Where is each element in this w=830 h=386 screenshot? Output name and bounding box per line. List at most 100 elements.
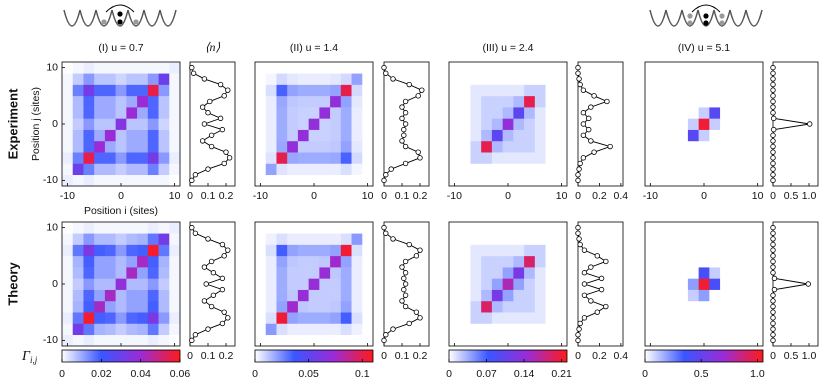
heatmap-cell [687, 222, 699, 234]
heatmap-cell [255, 278, 267, 290]
heatmap-cell [104, 255, 116, 268]
heatmap-cell [524, 152, 536, 164]
profile-point [223, 149, 229, 155]
profile-point [390, 236, 396, 242]
heatmap-cell [666, 334, 678, 347]
heatmap-cell [308, 152, 320, 164]
profile-frame [577, 61, 624, 187]
heatmap-cell [481, 267, 493, 279]
heatmap-cell [319, 152, 331, 164]
heatmap-cell [94, 312, 106, 324]
heatmap-cell [709, 312, 721, 324]
panel-title: (I) u = 0.7 [98, 42, 143, 54]
heatmap-cell [115, 84, 127, 97]
x-tick-label: 0 [505, 190, 511, 202]
heatmap-cell [137, 323, 149, 336]
heatmap-cell [524, 278, 536, 290]
colorbar-tick-label: 0.14 [514, 368, 535, 380]
heatmap-cell [502, 312, 514, 324]
heatmap-cell [655, 118, 667, 130]
profile-point [770, 166, 776, 172]
heatmap-cell [666, 222, 678, 234]
heatmap-cell [83, 152, 95, 164]
heatmap-cell [545, 255, 557, 268]
heatmap-cell [351, 163, 363, 176]
heatmap-cell [126, 334, 138, 347]
heatmap-cell [655, 289, 667, 302]
heatmap-cell [265, 84, 277, 97]
heatmap-cell [741, 334, 753, 347]
heatmap-cell [470, 289, 482, 302]
profile-point [192, 172, 199, 178]
heatmap-cell [351, 278, 363, 290]
heatmap-cell [720, 323, 732, 336]
profile-point [577, 81, 583, 88]
heatmap-cell [666, 107, 678, 119]
heatmap-cell [698, 267, 710, 279]
heatmap-cell [62, 233, 74, 245]
heatmap-cell [677, 233, 689, 245]
heatmap-cell [655, 174, 667, 187]
heatmap-cell [340, 300, 352, 313]
heatmap-cell [147, 244, 159, 257]
heatmap-cell [645, 163, 657, 176]
profile-point [219, 241, 226, 248]
heatmap-cell [362, 244, 374, 257]
profile-point [208, 258, 215, 265]
profile-point [205, 236, 211, 242]
heatmap-cell [645, 140, 657, 153]
heatmap-cell [287, 334, 299, 347]
heatmap-cell [545, 334, 557, 347]
heatmap-cell [340, 255, 352, 268]
heatmap-cell [720, 244, 732, 257]
profile-point [594, 253, 600, 259]
heatmap-cell [126, 289, 138, 302]
heatmap-cell [169, 163, 181, 176]
heatmap-cell [330, 62, 342, 74]
heatmap-cell [655, 84, 667, 97]
heatmap [255, 222, 374, 347]
profile-point [580, 110, 587, 116]
heatmap-cell [752, 267, 764, 279]
heatmap-cell [534, 107, 546, 119]
heatmap-cell [126, 323, 138, 336]
heatmap-cell [449, 255, 461, 268]
profile-point [406, 320, 412, 327]
heatmap-cell [94, 267, 106, 279]
heatmap-cell [94, 152, 106, 164]
heatmap-cell [319, 95, 331, 108]
heatmap-cell [340, 278, 352, 290]
x-axis-label: Position i (sites) [84, 205, 158, 217]
heatmap-cell [556, 300, 568, 313]
heatmap-cell [319, 244, 331, 257]
heatmap-cell [491, 174, 503, 187]
heatmap-cell [62, 129, 74, 142]
heatmap-cell [545, 267, 557, 279]
profile-point [219, 320, 226, 327]
heatmap-cell [645, 73, 657, 85]
heatmap-cell [104, 323, 116, 336]
heatmap-cell [62, 312, 74, 324]
heatmap-cell [645, 244, 657, 257]
heatmap-cell [104, 174, 116, 187]
heatmap-cell [362, 62, 374, 74]
heatmap-cell [545, 244, 557, 257]
heatmap-cell [720, 107, 732, 119]
heatmap-cell [115, 278, 127, 290]
heatmap-cell [158, 152, 170, 164]
heatmap-cell [730, 312, 742, 324]
heatmap-cell [677, 107, 689, 119]
heatmap-cell [362, 255, 374, 268]
heatmap-cell [709, 278, 721, 290]
heatmap-cell [94, 107, 106, 119]
heatmap-cell [513, 334, 525, 347]
profile-tick-label: 1.0 [802, 190, 817, 202]
colorbar-tick-label: 0.1 [355, 368, 370, 380]
heatmap-cell [470, 255, 482, 268]
heatmap-cell [524, 73, 536, 85]
heatmap-cell [137, 152, 149, 164]
heatmap-cell [351, 222, 363, 234]
heatmap-cell [115, 300, 127, 313]
heatmap-cell [362, 95, 374, 108]
heatmap-cell [459, 107, 471, 119]
